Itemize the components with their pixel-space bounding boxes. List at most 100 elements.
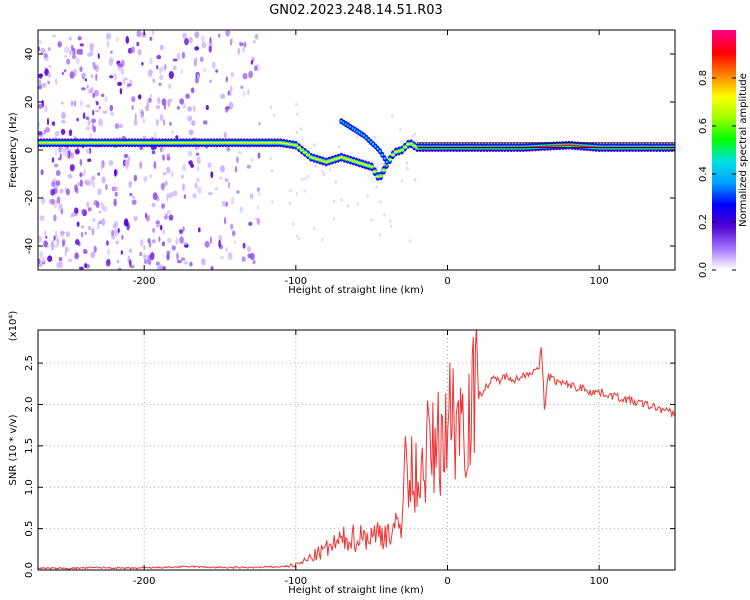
spectrogram-speckle xyxy=(44,105,48,113)
spectrogram-speckle xyxy=(97,172,101,176)
spectrogram-speckle xyxy=(95,73,98,82)
colorbar-cell xyxy=(712,94,736,97)
colorbar-cell xyxy=(712,104,736,107)
spectrogram-speckle xyxy=(196,165,200,172)
spectrogram-speckle xyxy=(105,32,112,40)
spectrogram-speckle xyxy=(92,61,96,67)
colorbar-cell xyxy=(712,216,736,219)
colorbar-cell xyxy=(712,128,736,131)
spectrogram-speckle xyxy=(231,37,234,44)
spectrogram-ridge xyxy=(220,142,226,144)
colorbar: 0.0 0.2 0.4 0.6 0.8 Normalized spectral ampl… xyxy=(698,30,749,278)
colorbar-cell xyxy=(712,256,736,259)
spectrogram-speckle xyxy=(296,112,299,116)
spectrogram-ridge xyxy=(396,150,402,152)
spectrogram-ridge xyxy=(66,142,71,144)
colorbar-cell xyxy=(712,262,736,265)
snr-axes: -200 -100 0 100 0.0 0.5 1.0 1.5 2.0 2.5 xyxy=(24,330,675,587)
colorbar-cell xyxy=(712,122,736,125)
colorbar-gradient xyxy=(712,30,736,271)
spectrogram-speckle xyxy=(340,198,343,202)
spectrogram-speckle xyxy=(160,66,166,72)
colorbar-cell xyxy=(712,250,736,253)
spectrogram-speckle xyxy=(164,213,168,220)
spectrogram-ridge xyxy=(184,142,189,144)
spectrogram-speckle xyxy=(201,35,205,43)
spectrogram-speckle xyxy=(175,237,179,245)
colorbar-cell xyxy=(712,136,736,139)
spectrogram-speckle xyxy=(329,168,332,172)
spectrogram-speckle xyxy=(104,96,108,103)
spectrogram-speckle xyxy=(133,174,138,182)
spectrogram-speckle xyxy=(159,113,164,122)
spectrogram-speckle xyxy=(60,128,66,135)
spectrogram-speckle xyxy=(97,188,102,196)
spectrogram-speckle xyxy=(92,217,96,222)
spectrogram-speckle xyxy=(67,151,73,156)
spectrogram-ridge xyxy=(357,162,362,164)
spectrogram-speckle xyxy=(45,126,50,133)
spectrogram-speckle xyxy=(90,176,96,181)
x-tick-label: 0 xyxy=(444,276,450,287)
spectrogram-speckle xyxy=(217,33,221,38)
spectrogram-speckle xyxy=(148,97,152,103)
spectrogram-ridge xyxy=(93,142,98,144)
colorbar-cell xyxy=(712,226,736,229)
spectrogram-speckle xyxy=(182,103,187,109)
spectrogram-speckle xyxy=(38,79,42,86)
colorbar-cell xyxy=(712,34,736,37)
y-tick-label: 1.0 xyxy=(24,479,35,495)
spectrogram-speckle xyxy=(116,259,120,264)
spectrogram-speckle xyxy=(120,59,125,67)
spectrogram-speckle xyxy=(46,117,50,126)
spectrogram-speckle xyxy=(74,184,78,193)
spectrogram-speckle xyxy=(181,174,184,179)
spectrogram-speckle xyxy=(47,80,50,85)
spectrogram-speckle xyxy=(90,251,96,259)
spectrogram-speckle xyxy=(145,105,149,112)
spectrogram-speckle xyxy=(378,233,381,237)
spectrogram-speckle xyxy=(95,101,99,106)
spectrogram-ridge xyxy=(385,160,388,164)
x-tick-label: 100 xyxy=(590,576,609,587)
spectrogram-speckle xyxy=(63,69,67,73)
colorbar-cell xyxy=(712,238,736,241)
spectrogram-ridge xyxy=(138,142,144,144)
colorbar-cell xyxy=(712,78,736,81)
spectrogram-speckle xyxy=(166,250,171,255)
spectrogram-speckle xyxy=(155,105,161,110)
spectrogram-speckle xyxy=(248,70,254,79)
spectrogram-ridge xyxy=(311,157,317,159)
spectrogram-speckle xyxy=(230,197,235,205)
spectrogram-speckle xyxy=(109,104,114,112)
spectrogram-speckle xyxy=(181,51,186,59)
spectrogram-speckle xyxy=(163,119,166,126)
spectrogram-speckle xyxy=(244,41,247,48)
spectrogram-speckle xyxy=(98,118,103,127)
colorbar-cell xyxy=(712,214,736,217)
y-tick-label: 2.0 xyxy=(24,397,35,413)
spectrogram-speckle xyxy=(306,174,310,178)
spectrogram-speckle xyxy=(184,38,189,46)
spectrogram-speckle xyxy=(77,36,82,41)
spectrogram-ridge xyxy=(305,154,311,156)
spectrogram-speckle xyxy=(230,85,233,92)
spectrogram-speckle xyxy=(334,180,337,184)
spectrogram-speckle xyxy=(270,169,274,173)
spectrogram-ridge xyxy=(75,142,80,144)
colorbar-cell xyxy=(712,40,736,43)
spectrogram-ridge xyxy=(166,142,171,144)
colorbar-tick-label: 0.0 xyxy=(698,262,709,278)
spectrogram-speckle xyxy=(175,135,179,140)
spectrogram-speckle xyxy=(347,204,350,208)
colorbar-cell xyxy=(712,68,736,71)
spectrogram-speckle xyxy=(159,264,163,270)
spectrogram-speckle xyxy=(239,42,245,47)
spectrogram-speckle xyxy=(292,222,295,226)
spectrogram-speckle xyxy=(100,202,105,210)
spectrogram-speckle xyxy=(190,87,195,94)
spectrogram-speckle xyxy=(139,251,143,257)
spectrogram-speckle xyxy=(172,190,178,197)
